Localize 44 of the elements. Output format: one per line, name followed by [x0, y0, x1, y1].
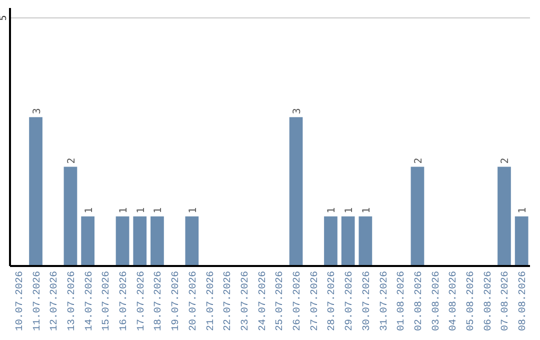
data-label: 1	[361, 207, 372, 214]
x-tick-label: 23.07.2026	[240, 271, 252, 332]
x-tick-label: 05.08.2026	[466, 271, 478, 332]
data-label: 1	[188, 207, 199, 214]
data-label: 3	[32, 108, 43, 114]
x-tick-label: 07.08.2026	[500, 271, 512, 332]
x-tick-label: 19.07.2026	[171, 271, 182, 332]
x-tick-label: 29.07.2026	[344, 271, 356, 332]
x-tick-label: 18.07.2026	[154, 271, 165, 332]
x-tick-label: 03.08.2026	[431, 271, 442, 332]
data-label: 1	[344, 207, 356, 214]
x-tick-label: 17.07.2026	[136, 271, 148, 332]
data-label: 1	[326, 207, 338, 214]
x-tick-label: 06.08.2026	[483, 271, 494, 332]
x-tick-label: 21.07.2026	[206, 271, 217, 332]
x-tick-label: 11.07.2026	[32, 271, 44, 332]
data-label: 1	[84, 207, 95, 214]
x-tick-label: 24.07.2026	[258, 271, 269, 332]
x-tick-label: 01.08.2026	[396, 271, 408, 332]
x-tick-label: 30.07.2026	[362, 271, 373, 332]
x-tick-label: 28.07.2026	[327, 271, 338, 332]
x-tick-label: 27.07.2026	[310, 271, 321, 332]
x-tick-label: 13.07.2026	[66, 271, 78, 332]
x-tick-label: 16.07.2026	[119, 271, 130, 332]
x-tick-label: 10.07.2026	[14, 271, 26, 332]
x-tick-label: 22.07.2026	[223, 271, 234, 332]
x-tick-label: 31.07.2026	[379, 271, 390, 332]
data-label: 1	[136, 207, 147, 214]
data-label: 2	[500, 158, 512, 164]
data-label: 3	[292, 108, 304, 114]
data-label: 1	[153, 207, 164, 214]
data-label: 2	[413, 158, 424, 164]
x-tick-label: 08.08.2026	[518, 271, 530, 332]
x-tick-label: 20.07.2026	[188, 271, 200, 332]
x-tick-label: 12.07.2026	[50, 271, 61, 332]
x-tick-label: 15.07.2026	[102, 271, 113, 332]
data-label: 2	[66, 158, 78, 164]
x-tick-label: 02.08.2026	[414, 271, 425, 332]
x-tick-label: 25.07.2026	[275, 271, 286, 332]
data-label: 1	[518, 207, 529, 214]
x-tick-label: 26.07.2026	[292, 271, 304, 332]
data-label: 1	[118, 207, 130, 214]
x-tick-label: 14.07.2026	[84, 271, 96, 332]
x-tick-label: 04.08.2026	[448, 271, 460, 332]
